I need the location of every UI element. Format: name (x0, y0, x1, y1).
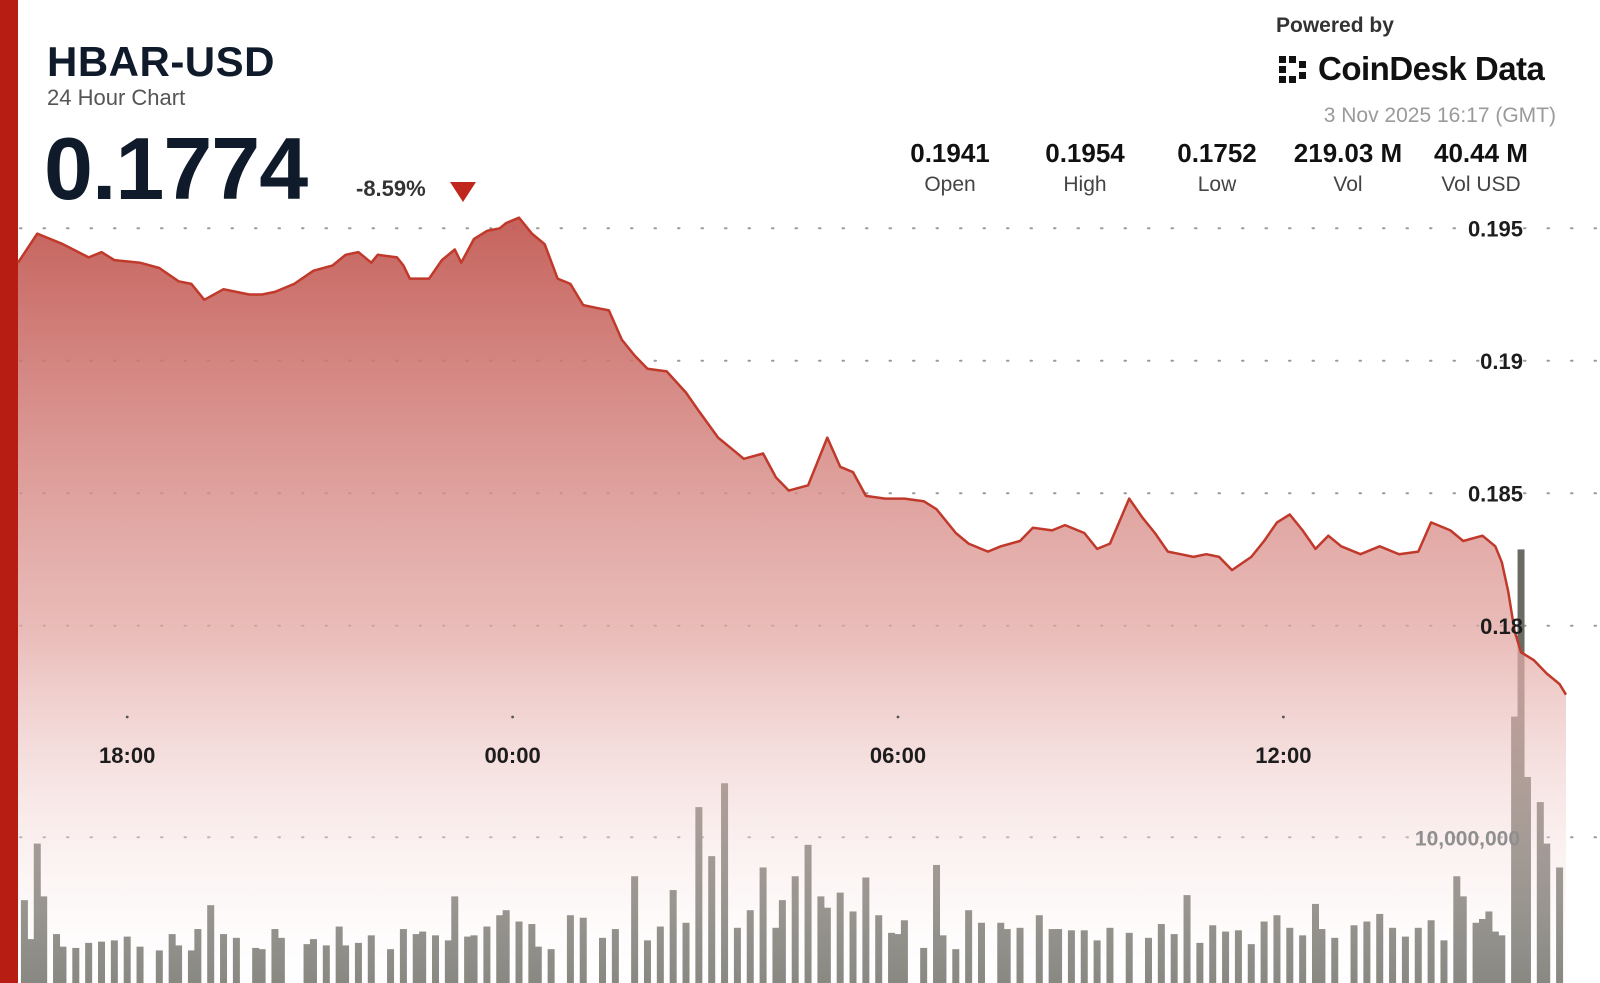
down-triangle-icon (450, 182, 476, 202)
y-tick-label: 0.195 (1468, 216, 1523, 241)
stat-value: 0.1954 (1045, 138, 1125, 168)
y-tick-label: 0.18 (1480, 614, 1523, 639)
x-tick-label: 00:00 (484, 743, 540, 768)
x-tick-mark (125, 715, 129, 719)
stat-value: 0.1752 (1177, 138, 1257, 168)
stat-label: High (1063, 173, 1107, 196)
stat-value: 0.1941 (910, 138, 990, 168)
stat-value: 219.03 M (1293, 138, 1403, 168)
x-tick-label: 12:00 (1255, 743, 1311, 768)
current-price: 0.1774 (44, 119, 308, 218)
brand-name: CoinDesk Data (1318, 50, 1545, 87)
volume-tick-label: 10,000,000 (1415, 827, 1520, 850)
y-tick-label: 0.185 (1468, 481, 1523, 506)
x-tick-label: 18:00 (99, 743, 155, 768)
x-tick-mark (511, 715, 514, 719)
x-tick-mark (1281, 715, 1285, 719)
stat-low: 0.1752 Low (1172, 138, 1262, 197)
stat-label: Open (924, 173, 976, 196)
price-line (16, 216, 1568, 696)
coindesk-logo-icon (1279, 56, 1306, 83)
price-area-fill (18, 217, 1566, 983)
timestamp: 3 Nov 2025 16:17 (GMT) (1323, 104, 1556, 127)
stat-vol: 219.03 M Vol (1286, 138, 1410, 197)
stat-value: 40.44 M (1434, 138, 1528, 168)
pair-title: HBAR-USD (47, 38, 275, 85)
stat-label: Low (1197, 173, 1237, 196)
stat-open: 0.1941 Open (908, 138, 992, 197)
stat-high: 0.1954 High (1040, 138, 1130, 197)
stat-label: Vol USD (1441, 173, 1521, 196)
y-tick-label: 0.19 (1480, 349, 1523, 374)
stat-vol-usd: 40.44 M Vol USD (1426, 138, 1536, 197)
x-tick-mark (896, 715, 900, 719)
y-axis-labels: 0.195 0.19 0.185 0.18 10,000,000 (1415, 216, 1523, 850)
powered-by-label: Powered by (1276, 14, 1394, 37)
accent-side-bar (0, 0, 18, 983)
x-tick-label: 06:00 (870, 743, 926, 768)
chart-subtitle: 24 Hour Chart (47, 85, 186, 110)
x-axis-labels: 18:00 00:00 06:00 12:00 (99, 715, 1312, 768)
price-change: -8.59% (356, 176, 426, 201)
stat-label: Vol (1333, 173, 1363, 196)
